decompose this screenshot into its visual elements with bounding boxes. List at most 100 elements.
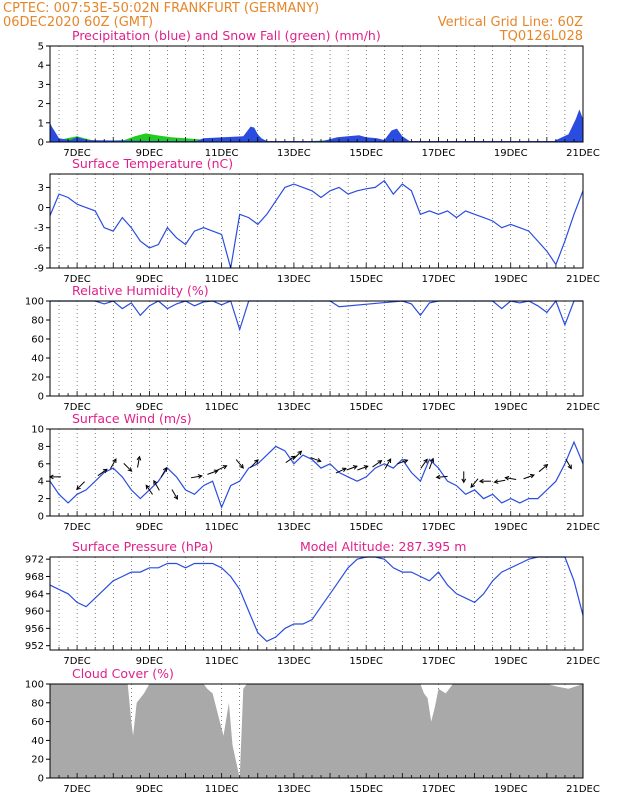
- wind-arrow: [565, 458, 572, 470]
- y-tick-label: 3: [38, 80, 44, 91]
- x-tick-label: 15DEC: [349, 402, 383, 413]
- x-tick-label: 9DEC: [136, 784, 163, 795]
- cloud-frame: [49, 683, 584, 779]
- y-tick-label: 0: [38, 774, 44, 785]
- y-tick-label: 100: [25, 680, 44, 691]
- y-tick-label: 40: [31, 736, 44, 747]
- x-tick-label: 21DEC: [566, 656, 600, 667]
- x-tick-label: 9DEC: [136, 656, 163, 667]
- wind-arrow: [207, 469, 219, 475]
- x-tick-label: 11DEC: [205, 522, 239, 533]
- wind-arrow: [310, 457, 322, 463]
- model-altitude: Model Altitude: 287.395 m: [300, 539, 466, 554]
- x-tick-label: 13DEC: [277, 522, 311, 533]
- y-tick-label: 952: [25, 641, 44, 652]
- x-tick-label: 19DEC: [494, 784, 528, 795]
- wind-arrow: [346, 465, 358, 471]
- x-tick-label: 13DEC: [277, 402, 311, 413]
- run-date: 06DEC2020 60Z (GMT): [3, 15, 153, 30]
- x-tick-label: 21DEC: [566, 274, 600, 285]
- x-tick-label: 7DEC: [63, 784, 90, 795]
- x-tick-label: 9DEC: [136, 522, 163, 533]
- x-tick-label: 21DEC: [566, 402, 600, 413]
- wind-arrow: [171, 489, 178, 500]
- wind-arrow: [110, 458, 117, 469]
- temp-panel: -9 -6 -3 0 3 7DEC 9DEC 11DEC 13DEC 15DEC 17DEC 19DE…: [34, 173, 600, 285]
- x-tick-label: 17DEC: [422, 402, 456, 413]
- x-tick-label: 7DEC: [63, 656, 90, 667]
- x-tick-label: 15DEC: [349, 148, 383, 159]
- y-tick-label: 964: [25, 589, 44, 600]
- temp-title: Surface Temperature (nC): [72, 156, 233, 171]
- y-tick-label: 80: [31, 698, 44, 709]
- x-tick-label: 11DEC: [205, 274, 239, 285]
- y-tick-label: -6: [34, 243, 44, 254]
- wind-arrow: [372, 460, 383, 468]
- x-tick-label: 11DEC: [205, 148, 239, 159]
- y-tick-label: 5: [38, 42, 44, 53]
- y-tick-label: 80: [31, 316, 44, 327]
- x-tick-label: 9DEC: [136, 274, 163, 285]
- wind-frame: [49, 428, 584, 517]
- x-tick-label: 19DEC: [494, 148, 528, 159]
- y-tick-label: -3: [34, 223, 44, 234]
- wind-arrow: [160, 466, 168, 478]
- y-tick-label: 8: [38, 442, 44, 453]
- y-tick-label: 60: [31, 717, 44, 728]
- cloud-title: Cloud Cover (%): [72, 666, 174, 681]
- x-tick-label: 21DEC: [566, 148, 600, 159]
- wind-arrow: [478, 478, 491, 484]
- wind-arrow: [504, 475, 517, 481]
- x-tick-label: 19DEC: [494, 656, 528, 667]
- y-tick-label: 6: [38, 459, 44, 470]
- humidity-frame: [49, 300, 584, 397]
- wind-arrow: [335, 467, 347, 474]
- x-tick-label: 17DEC: [422, 656, 456, 667]
- y-tick-label: 0: [38, 138, 44, 149]
- wind-arrow: [153, 479, 160, 491]
- y-tick-label: 960: [25, 607, 44, 618]
- x-tick-label: 7DEC: [63, 148, 90, 159]
- wind-arrow: [428, 457, 435, 470]
- x-tick-label: 7DEC: [63, 274, 90, 285]
- y-tick-label: 2: [38, 494, 44, 505]
- wind-title: Surface Wind (m/s): [72, 411, 192, 426]
- y-tick-label: 4: [38, 61, 44, 72]
- pressure-line: [49, 556, 584, 643]
- y-tick-label: 2: [38, 99, 44, 110]
- x-tick-label: 19DEC: [494, 402, 528, 413]
- x-tick-label: 13DEC: [277, 148, 311, 159]
- y-tick-label: 956: [25, 624, 44, 635]
- x-tick-label: 11DEC: [205, 784, 239, 795]
- wind-arrow: [293, 450, 303, 460]
- x-tick-label: 17DEC: [422, 274, 456, 285]
- y-tick-label: 20: [31, 373, 44, 384]
- station-header: CPTEC: 007:53E-50:02N FRANKFURT (GERMANY…: [3, 1, 319, 16]
- model-name: TQ0126L028: [499, 29, 583, 44]
- pressure-title: Surface Pressure (hPa): [72, 539, 213, 554]
- y-tick-label: 4: [38, 477, 44, 488]
- wind-arrow: [461, 471, 467, 484]
- wind-arrow: [384, 458, 392, 469]
- x-tick-label: 13DEC: [277, 656, 311, 667]
- snow-area: [51, 133, 475, 142]
- wind-arrow: [235, 459, 244, 469]
- x-tick-label: 15DEC: [349, 656, 383, 667]
- temp-line: [49, 179, 584, 269]
- wind-arrow: [493, 479, 506, 484]
- y-tick-label: 0: [38, 512, 44, 523]
- y-tick-label: 10: [31, 425, 44, 436]
- x-tick-label: 21DEC: [566, 784, 600, 795]
- humidity-title: Relative Humidity (%): [72, 283, 209, 298]
- y-tick-label: 972: [25, 555, 44, 566]
- precip-panel: 0 1 2 3 4 5 7DEC 9DEC 11DEC 13DEC 15DEC 17DEC 19DEC 2…: [38, 42, 600, 160]
- y-tick-label: 60: [31, 335, 44, 346]
- wind-arrow: [285, 455, 296, 464]
- wind-arrow: [123, 463, 133, 472]
- wind-arrow: [396, 459, 409, 465]
- x-tick-label: 19DEC: [494, 274, 528, 285]
- x-tick-label: 9DEC: [136, 402, 163, 413]
- y-tick-label: 40: [31, 354, 44, 365]
- wind-arrow: [136, 455, 142, 468]
